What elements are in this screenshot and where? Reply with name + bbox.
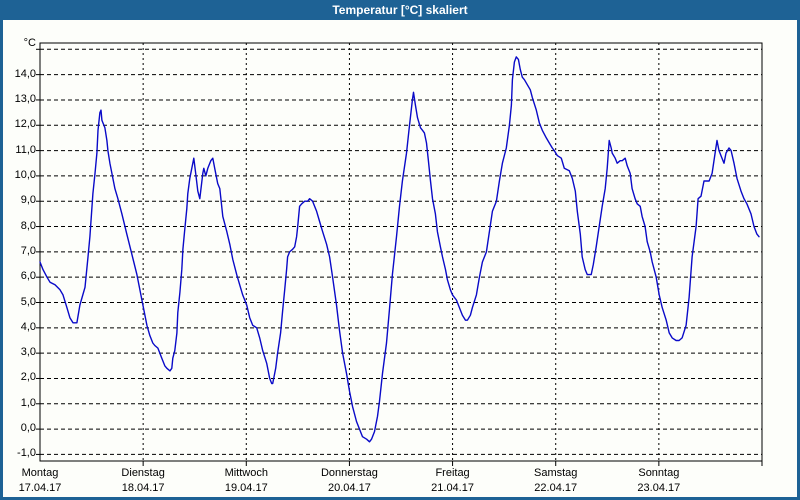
y-tick-label: 9,0 <box>20 194 36 207</box>
y-tick-label: 11,0 <box>15 143 36 156</box>
x-date-label: 17.04.17 <box>18 482 62 494</box>
x-date-label: 23.04.17 <box>637 482 681 494</box>
x-day-label: Dienstag <box>121 467 165 479</box>
x-day-label: Samstag <box>533 467 578 479</box>
title-bar[interactable]: Temperatur [°C] skaliert <box>0 0 800 20</box>
x-day-label: Mittwoch <box>224 467 268 479</box>
y-tick-label: 5,0 <box>20 295 36 308</box>
chart-background <box>3 20 797 497</box>
y-tick-label: -1,0 <box>17 447 36 460</box>
y-tick-label: 8,0 <box>20 219 36 232</box>
y-tick-label: 6,0 <box>20 270 36 283</box>
x-date-label: 22.04.17 <box>534 482 578 494</box>
y-axis-unit-label: °C <box>23 37 36 50</box>
y-tick-label: 12,0 <box>14 118 36 131</box>
x-day-label: Montag <box>21 467 59 479</box>
y-tick-label: 0,0 <box>20 422 36 435</box>
window-title: Temperatur [°C] skaliert <box>332 3 468 17</box>
x-day-label: Freitag <box>435 467 470 479</box>
y-tick-label: 13,0 <box>14 92 36 105</box>
y-tick-label: 10,0 <box>14 168 36 181</box>
y-tick-label: 4,0 <box>20 320 36 333</box>
y-tick-label: 14,0 <box>14 67 36 80</box>
x-date-label: 18.04.17 <box>121 482 165 494</box>
x-date-label: 21.04.17 <box>431 482 474 494</box>
x-date-label: 19.04.17 <box>224 482 268 494</box>
y-tick-label: 3,0 <box>20 346 36 359</box>
y-tick-label: 7,0 <box>20 244 36 257</box>
x-day-label: Donnerstag <box>320 467 378 479</box>
x-date-label: 20.04.17 <box>328 482 371 494</box>
x-day-label: Sonntag <box>638 467 680 479</box>
y-tick-label: 2,0 <box>20 371 36 384</box>
y-tick-label: 1,0 <box>20 396 36 409</box>
